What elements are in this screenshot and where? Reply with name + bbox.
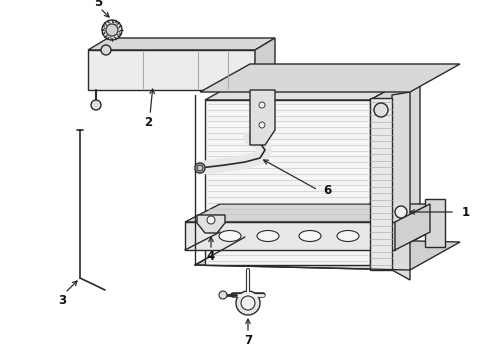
Polygon shape	[88, 38, 274, 50]
Ellipse shape	[219, 230, 241, 242]
Polygon shape	[204, 72, 419, 100]
Text: 2: 2	[143, 116, 152, 129]
Ellipse shape	[257, 230, 279, 242]
Polygon shape	[204, 100, 369, 265]
Ellipse shape	[336, 230, 358, 242]
Circle shape	[101, 45, 111, 55]
Circle shape	[373, 103, 387, 117]
Circle shape	[206, 216, 215, 224]
Polygon shape	[394, 204, 429, 250]
Circle shape	[394, 206, 406, 218]
Text: 6: 6	[323, 184, 330, 197]
Polygon shape	[369, 72, 419, 265]
Polygon shape	[424, 199, 444, 247]
Circle shape	[259, 102, 264, 108]
Polygon shape	[184, 232, 429, 250]
Text: 3: 3	[58, 293, 66, 306]
Polygon shape	[88, 50, 254, 90]
Ellipse shape	[197, 165, 203, 171]
Polygon shape	[197, 215, 224, 233]
Circle shape	[91, 100, 101, 110]
Text: 4: 4	[206, 251, 215, 264]
Polygon shape	[254, 38, 274, 90]
Polygon shape	[391, 92, 409, 280]
Polygon shape	[195, 237, 459, 270]
Polygon shape	[249, 90, 274, 145]
Text: 7: 7	[244, 334, 251, 347]
Polygon shape	[369, 98, 391, 270]
Polygon shape	[200, 64, 459, 92]
Circle shape	[219, 291, 226, 299]
Polygon shape	[184, 222, 394, 250]
Circle shape	[106, 24, 118, 36]
Circle shape	[236, 291, 260, 315]
Text: 5: 5	[94, 0, 102, 9]
Text: 1: 1	[461, 206, 469, 219]
Circle shape	[195, 163, 204, 173]
Circle shape	[102, 20, 122, 40]
Ellipse shape	[298, 230, 320, 242]
Circle shape	[259, 122, 264, 128]
Polygon shape	[184, 204, 429, 222]
Circle shape	[241, 296, 254, 310]
